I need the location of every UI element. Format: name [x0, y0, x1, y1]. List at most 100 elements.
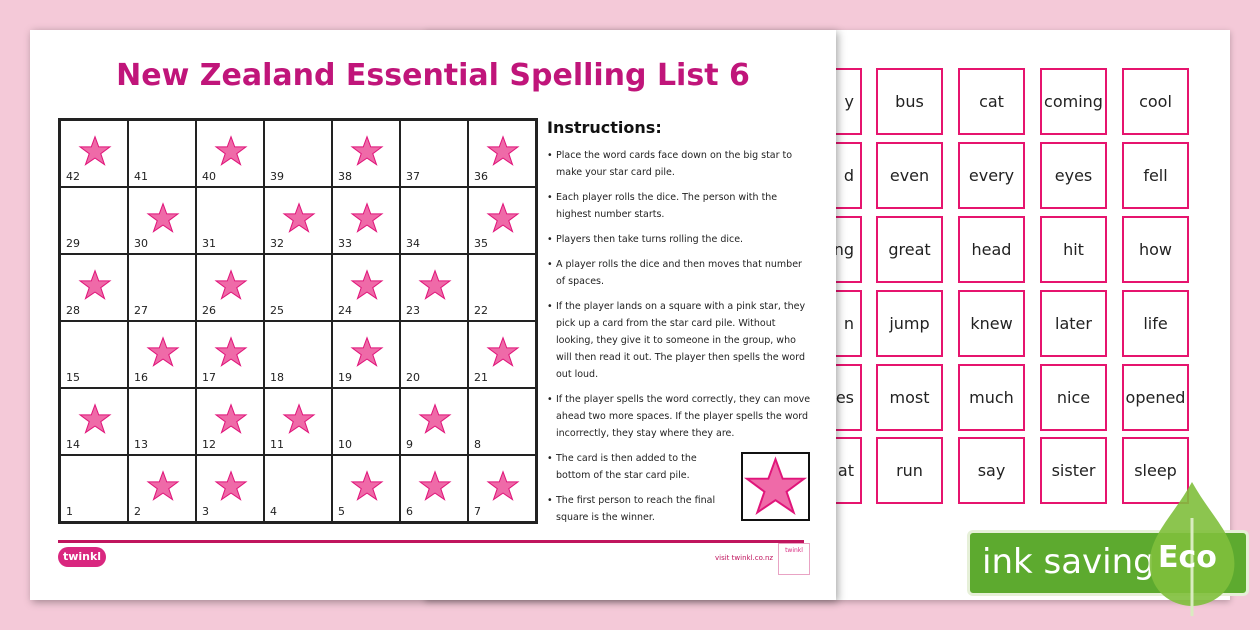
- square-number: 33: [338, 237, 352, 250]
- word-card: later: [1040, 290, 1107, 357]
- square-number: 40: [202, 170, 216, 183]
- square-number: 42: [66, 170, 80, 183]
- square-number: 17: [202, 371, 216, 384]
- page-title: New Zealand Essential Spelling List 6: [116, 58, 750, 93]
- word-card: nice: [1040, 364, 1107, 431]
- instruction-item: If the player spells the word correctly,…: [547, 391, 812, 442]
- square-number: 12: [202, 438, 216, 451]
- board-square: 23: [400, 254, 468, 321]
- star-icon: [350, 202, 384, 233]
- board-square: 25: [264, 254, 332, 321]
- board-square: 5: [332, 455, 400, 522]
- star-icon: [146, 336, 180, 367]
- square-number: 37: [406, 170, 420, 183]
- word-card: much: [958, 364, 1025, 431]
- board-square: 42: [60, 120, 128, 187]
- board-square: 33: [332, 187, 400, 254]
- ink-saving-label: ink saving: [982, 542, 1155, 582]
- square-number: 24: [338, 304, 352, 317]
- board-square: 4: [264, 455, 332, 522]
- star-icon: [486, 135, 520, 166]
- instruction-item: Place the word cards face down on the bi…: [547, 147, 812, 181]
- square-number: 31: [202, 237, 216, 250]
- instruction-item: If the player lands on a square with a p…: [547, 298, 812, 383]
- board-square: 2: [128, 455, 196, 522]
- board-square: 35: [468, 187, 536, 254]
- visit-link: visit twinkl.co.nz: [715, 554, 774, 562]
- star-icon: [214, 336, 248, 367]
- big-star-icon: [743, 456, 808, 515]
- square-number: 35: [474, 237, 488, 250]
- word-card: cat: [958, 68, 1025, 135]
- star-icon: [486, 336, 520, 367]
- board-square: 24: [332, 254, 400, 321]
- eco-label: Eco: [1158, 540, 1217, 575]
- board-square: 19: [332, 321, 400, 388]
- board-square: 28: [60, 254, 128, 321]
- square-number: 20: [406, 371, 420, 384]
- square-number: 27: [134, 304, 148, 317]
- square-number: 13: [134, 438, 148, 451]
- word-card: sister: [1040, 437, 1107, 504]
- board-square: 34: [400, 187, 468, 254]
- star-icon: [350, 470, 384, 501]
- word-card: run: [876, 437, 943, 504]
- board-square: 12: [196, 388, 264, 455]
- board-square: 22: [468, 254, 536, 321]
- word-card: eyes: [1040, 142, 1107, 209]
- word-card: most: [876, 364, 943, 431]
- word-card: coming: [1040, 68, 1107, 135]
- square-number: 26: [202, 304, 216, 317]
- word-card: sleep: [1122, 437, 1189, 504]
- footer-divider: [58, 540, 804, 543]
- board-square: 15: [60, 321, 128, 388]
- square-number: 6: [406, 505, 413, 518]
- square-number: 23: [406, 304, 420, 317]
- word-card: knew: [958, 290, 1025, 357]
- word-card: fell: [1122, 142, 1189, 209]
- word-card: even: [876, 142, 943, 209]
- square-number: 15: [66, 371, 80, 384]
- word-card: head: [958, 216, 1025, 283]
- star-icon: [78, 403, 112, 434]
- word-card: hit: [1040, 216, 1107, 283]
- square-number: 30: [134, 237, 148, 250]
- square-number: 36: [474, 170, 488, 183]
- star-icon: [282, 403, 316, 434]
- board-square: 3: [196, 455, 264, 522]
- star-icon: [418, 470, 452, 501]
- star-icon: [214, 269, 248, 300]
- square-number: 4: [270, 505, 277, 518]
- word-card: cool: [1122, 68, 1189, 135]
- board-square: 32: [264, 187, 332, 254]
- board-square: 9: [400, 388, 468, 455]
- square-number: 41: [134, 170, 148, 183]
- board-square: 36: [468, 120, 536, 187]
- board-square: 29: [60, 187, 128, 254]
- word-card: how: [1122, 216, 1189, 283]
- board-square: 6: [400, 455, 468, 522]
- square-number: 28: [66, 304, 80, 317]
- word-card: life: [1122, 290, 1189, 357]
- board-square: 10: [332, 388, 400, 455]
- quality-badge: twinkl: [778, 543, 810, 575]
- star-icon: [146, 202, 180, 233]
- word-card: jump: [876, 290, 943, 357]
- board-square: 39: [264, 120, 332, 187]
- board-square: 14: [60, 388, 128, 455]
- square-number: 9: [406, 438, 413, 451]
- instruction-item: Each player rolls the dice. The person w…: [547, 189, 812, 223]
- word-card: bus: [876, 68, 943, 135]
- board-square: 20: [400, 321, 468, 388]
- star-icon: [486, 470, 520, 501]
- word-card: great: [876, 216, 943, 283]
- square-number: 14: [66, 438, 80, 451]
- board-square: 17: [196, 321, 264, 388]
- star-icon: [418, 403, 452, 434]
- square-number: 8: [474, 438, 481, 451]
- square-number: 34: [406, 237, 420, 250]
- board-square: 11: [264, 388, 332, 455]
- square-number: 32: [270, 237, 284, 250]
- square-number: 29: [66, 237, 80, 250]
- square-number: 21: [474, 371, 488, 384]
